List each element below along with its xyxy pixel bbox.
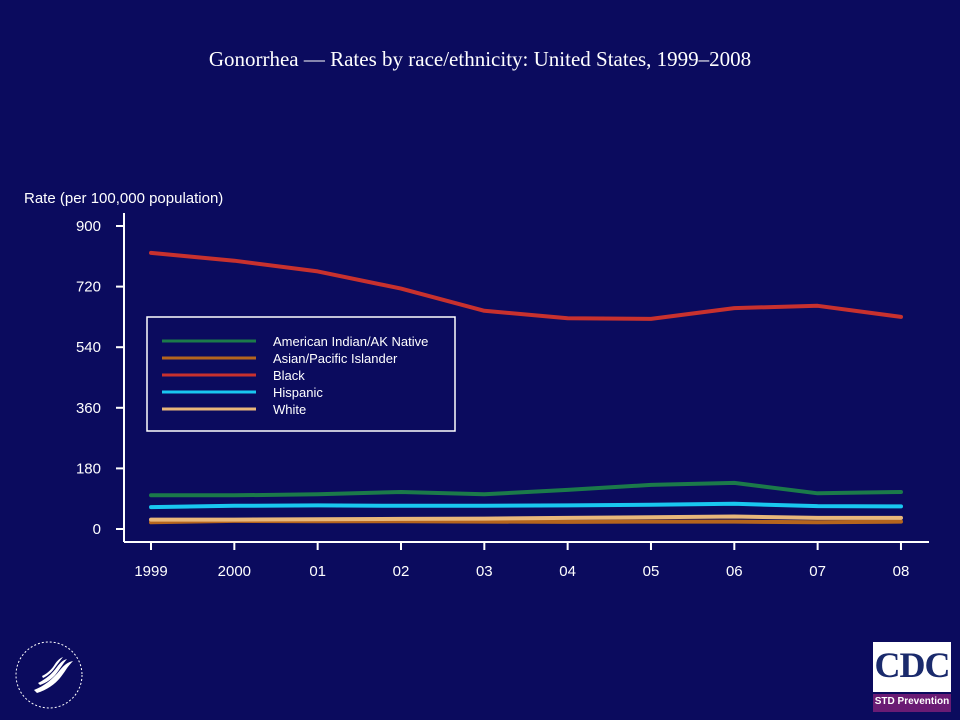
y-tick-label: 180: [76, 460, 101, 477]
x-tick-label: 08: [893, 563, 910, 580]
x-tick-label: 04: [559, 563, 576, 580]
x-tick-label: 06: [726, 563, 743, 580]
legend-label: Asian/Pacific Islander: [273, 351, 398, 366]
x-tick-label: 03: [476, 563, 493, 580]
legend-label: Hispanic: [273, 385, 323, 400]
cdc-logo-text: CDC: [874, 645, 951, 685]
y-tick-label: 720: [76, 279, 101, 296]
hhs-logo: [10, 636, 88, 719]
legend: American Indian/AK Native Asian/Pacific I…: [146, 316, 456, 432]
y-tick-label: 0: [93, 521, 101, 538]
x-tick-label: 05: [643, 563, 660, 580]
legend-label: White: [273, 402, 306, 417]
hhs-eagle-icon: [15, 641, 83, 709]
axes: Rate (per 100,000 population) 0 180 360 540 7…: [24, 190, 929, 580]
x-tick-label: 1999: [134, 563, 167, 580]
y-tick-label: 360: [76, 400, 101, 417]
x-tick-label: 01: [309, 563, 326, 580]
series-line-white: [149, 514, 903, 522]
series-lines: [149, 250, 903, 525]
y-tick-label: 540: [76, 339, 101, 356]
x-tick-label: 07: [809, 563, 826, 580]
series-line-american-indian-ak-native: [149, 480, 903, 498]
legend-label: American Indian/AK Native: [273, 334, 428, 349]
series-line-hispanic: [149, 501, 903, 510]
y-axis-label: Rate (per 100,000 population): [24, 190, 223, 207]
cdc-logo: CDC STD Prevention: [873, 642, 951, 712]
y-tick-label: 900: [76, 218, 101, 235]
x-tick-label: 02: [393, 563, 410, 580]
chart-title: Gonorrhea — Rates by race/ethnicity: Uni…: [208, 47, 752, 71]
x-tick-label: 2000: [218, 563, 251, 580]
series-line-black: [149, 250, 903, 321]
cdc-logo-subtitle: STD Prevention: [874, 696, 950, 707]
legend-label: Black: [273, 368, 305, 383]
